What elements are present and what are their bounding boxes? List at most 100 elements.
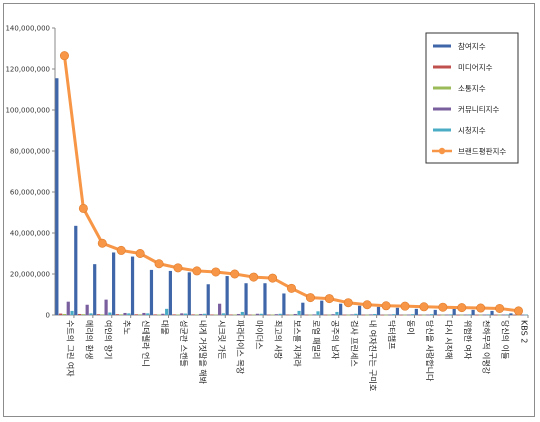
line-point	[362, 300, 372, 310]
line-point	[59, 51, 69, 61]
line-point	[154, 259, 164, 269]
legend-label: 미디어지수	[458, 62, 493, 72]
bar-3	[384, 314, 388, 316]
bar-2	[342, 314, 347, 316]
bar-3	[460, 314, 464, 316]
line-point	[419, 302, 429, 312]
legend-swatch	[433, 65, 451, 69]
bar-4	[104, 299, 108, 315]
line-point	[192, 266, 202, 276]
bar-2	[229, 314, 233, 316]
bar-4	[426, 314, 430, 316]
y-tick-label: 100,000,000	[5, 107, 50, 115]
x-tick-label: 검사 프린세스	[349, 320, 359, 367]
bar-3	[62, 313, 67, 315]
bar-5	[448, 314, 453, 315]
bar-3	[214, 314, 218, 316]
bar-1	[433, 309, 437, 315]
bar-5	[240, 311, 244, 315]
bar-5	[467, 314, 471, 315]
bar-5	[89, 313, 93, 315]
bar-2	[380, 314, 384, 316]
bar-1	[112, 252, 116, 315]
bar-1	[263, 283, 267, 315]
legend-label: 커뮤니티지수	[458, 105, 499, 114]
bar-1	[301, 302, 305, 315]
bar-2	[513, 314, 517, 316]
x-tick-label: 내게 거짓말을 해봐	[198, 320, 208, 385]
bar-5	[278, 313, 282, 315]
bar-2	[305, 314, 309, 316]
legend-label: 참여지수	[458, 41, 486, 51]
line-point	[135, 249, 145, 259]
line-point	[343, 298, 353, 308]
line-point	[305, 293, 315, 303]
bar-1	[225, 276, 229, 315]
bar-5	[392, 314, 396, 315]
y-tick-label: 0	[46, 312, 50, 320]
x-tick-label: 파라다이스 목장	[236, 320, 246, 375]
x-tick-label: 수트의 그린 여자	[65, 320, 75, 377]
bar-1	[282, 293, 286, 315]
bar-series	[55, 78, 528, 316]
bar-4	[274, 314, 278, 315]
line-series	[59, 51, 524, 316]
bar-2	[475, 314, 479, 316]
bar-4	[142, 312, 146, 315]
bar-2	[456, 314, 460, 316]
legend-swatch-marker	[438, 147, 446, 155]
legend-label: 브랜드평판지수	[458, 146, 506, 156]
x-tick-label: 추노	[122, 320, 131, 335]
x-tick-label: 메리의 환생	[84, 320, 94, 359]
legend-swatch	[433, 86, 451, 90]
bar-3	[327, 314, 331, 316]
line-point	[438, 302, 448, 312]
bar-5	[486, 314, 490, 315]
bar-5	[165, 308, 169, 315]
line-point	[78, 203, 88, 213]
bar-4	[520, 314, 524, 316]
bar-1	[93, 264, 97, 315]
bar-1	[55, 78, 59, 315]
bar-1	[244, 283, 248, 315]
bar-5	[354, 313, 358, 315]
line-point	[268, 273, 278, 283]
bar-4	[407, 314, 411, 316]
bar-4	[236, 313, 241, 315]
x-tick-label: 다시 시작해	[444, 320, 454, 359]
legend-swatch	[433, 128, 451, 132]
x-tick-label: 천하무적 이평강	[482, 320, 492, 375]
x-tick-label: 닥터챔프	[387, 320, 397, 349]
bar-4	[350, 314, 354, 315]
bar-2	[210, 314, 214, 316]
bar-1	[376, 306, 381, 315]
bar-3	[270, 314, 275, 316]
bar-5	[221, 313, 226, 315]
bar-3	[157, 314, 161, 316]
bar-5	[335, 311, 339, 315]
x-tick-label: 여인의 향기	[103, 320, 113, 359]
x-tick-label: 보스를 지켜라	[293, 320, 302, 367]
line-point	[230, 269, 240, 279]
line-point	[97, 238, 107, 248]
y-tick-label: 20,000,000	[10, 271, 50, 279]
x-tick-label: 공주의 남자	[330, 320, 340, 360]
bar-5	[202, 313, 207, 315]
bar-4	[161, 313, 165, 315]
bar-1	[130, 256, 135, 315]
x-tick-label: 최고의 사랑	[274, 320, 284, 360]
legend-swatch	[433, 44, 451, 48]
bar-1	[339, 303, 343, 315]
bar-2	[494, 314, 498, 316]
bar-2	[191, 314, 195, 315]
bar-1	[395, 307, 400, 315]
line-point	[211, 267, 221, 277]
bar-2	[134, 314, 138, 315]
bar-1	[471, 309, 475, 315]
bar-2	[172, 314, 176, 315]
bar-5	[316, 311, 320, 315]
bar-1	[357, 305, 362, 315]
bar-3	[289, 314, 294, 316]
bar-3	[252, 314, 256, 316]
y-tick-label: 80,000,000	[10, 148, 50, 156]
